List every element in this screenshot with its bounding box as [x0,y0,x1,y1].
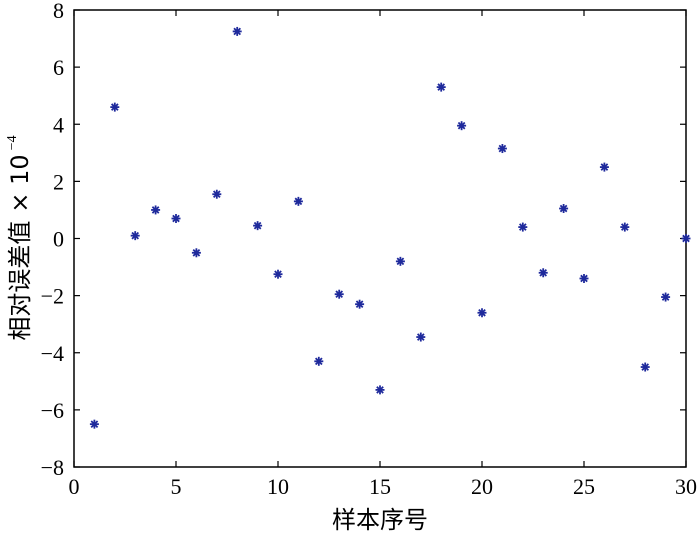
y-tick-label: −6 [41,398,64,423]
x-axis-label: 样本序号 [332,506,428,534]
data-point [355,299,365,309]
y-axis-label-group: 相对误差值 × 10 −4 [5,135,34,340]
axis-ticks [73,9,687,468]
data-point [538,268,548,278]
x-tick-label: 0 [69,474,80,499]
data-point [416,332,426,342]
data-point [171,214,181,224]
data-point [640,362,650,372]
data-point [253,221,263,231]
data-point [599,162,609,172]
y-tick-label: −8 [41,455,64,480]
y-tick-label: 2 [53,169,64,194]
data-point [457,121,467,131]
data-point [395,256,405,266]
y-tick-label: 8 [53,0,64,23]
x-tick-label: 30 [675,474,697,499]
y-axis-factor: × 10 [6,154,34,212]
y-tick-label: 0 [53,227,64,252]
data-point [334,289,344,299]
y-axis-exponent: −4 [5,135,20,150]
data-point [559,204,569,214]
x-tick-label: 15 [369,474,391,499]
data-point [232,26,242,36]
x-tick-label: 25 [573,474,595,499]
data-point [436,82,446,92]
data-point [110,102,120,112]
data-point [497,144,507,154]
data-point [151,205,161,215]
data-point [661,292,671,302]
data-point [518,222,528,232]
data-point [89,419,99,429]
x-tick-label: 5 [171,474,182,499]
data-point [314,356,324,366]
data-point [191,248,201,258]
data-point [212,189,222,199]
x-tick-label: 20 [471,474,493,499]
y-tick-label: 4 [53,112,64,137]
x-tick-label: 10 [267,474,289,499]
data-points [89,26,691,429]
svg-text:相对误差值 × 10 −4: 相对误差值 × 10 −4 [5,135,34,340]
y-tick-label: −2 [41,284,64,309]
data-point [620,222,630,232]
data-point [579,273,589,283]
y-tick-label: −4 [41,341,64,366]
y-tick-label: 6 [53,55,64,80]
data-point [477,308,487,318]
tick-labels: 0 5 10 15 20 25 30 −8 −6 −4 −2 0 2 4 6 8 [41,0,697,499]
y-axis-label: 相对误差值 [6,221,34,341]
data-point [273,269,283,279]
data-point [293,196,303,206]
plot-frame [73,9,687,468]
data-point [681,234,691,243]
data-point [375,385,385,395]
data-point [130,231,140,241]
